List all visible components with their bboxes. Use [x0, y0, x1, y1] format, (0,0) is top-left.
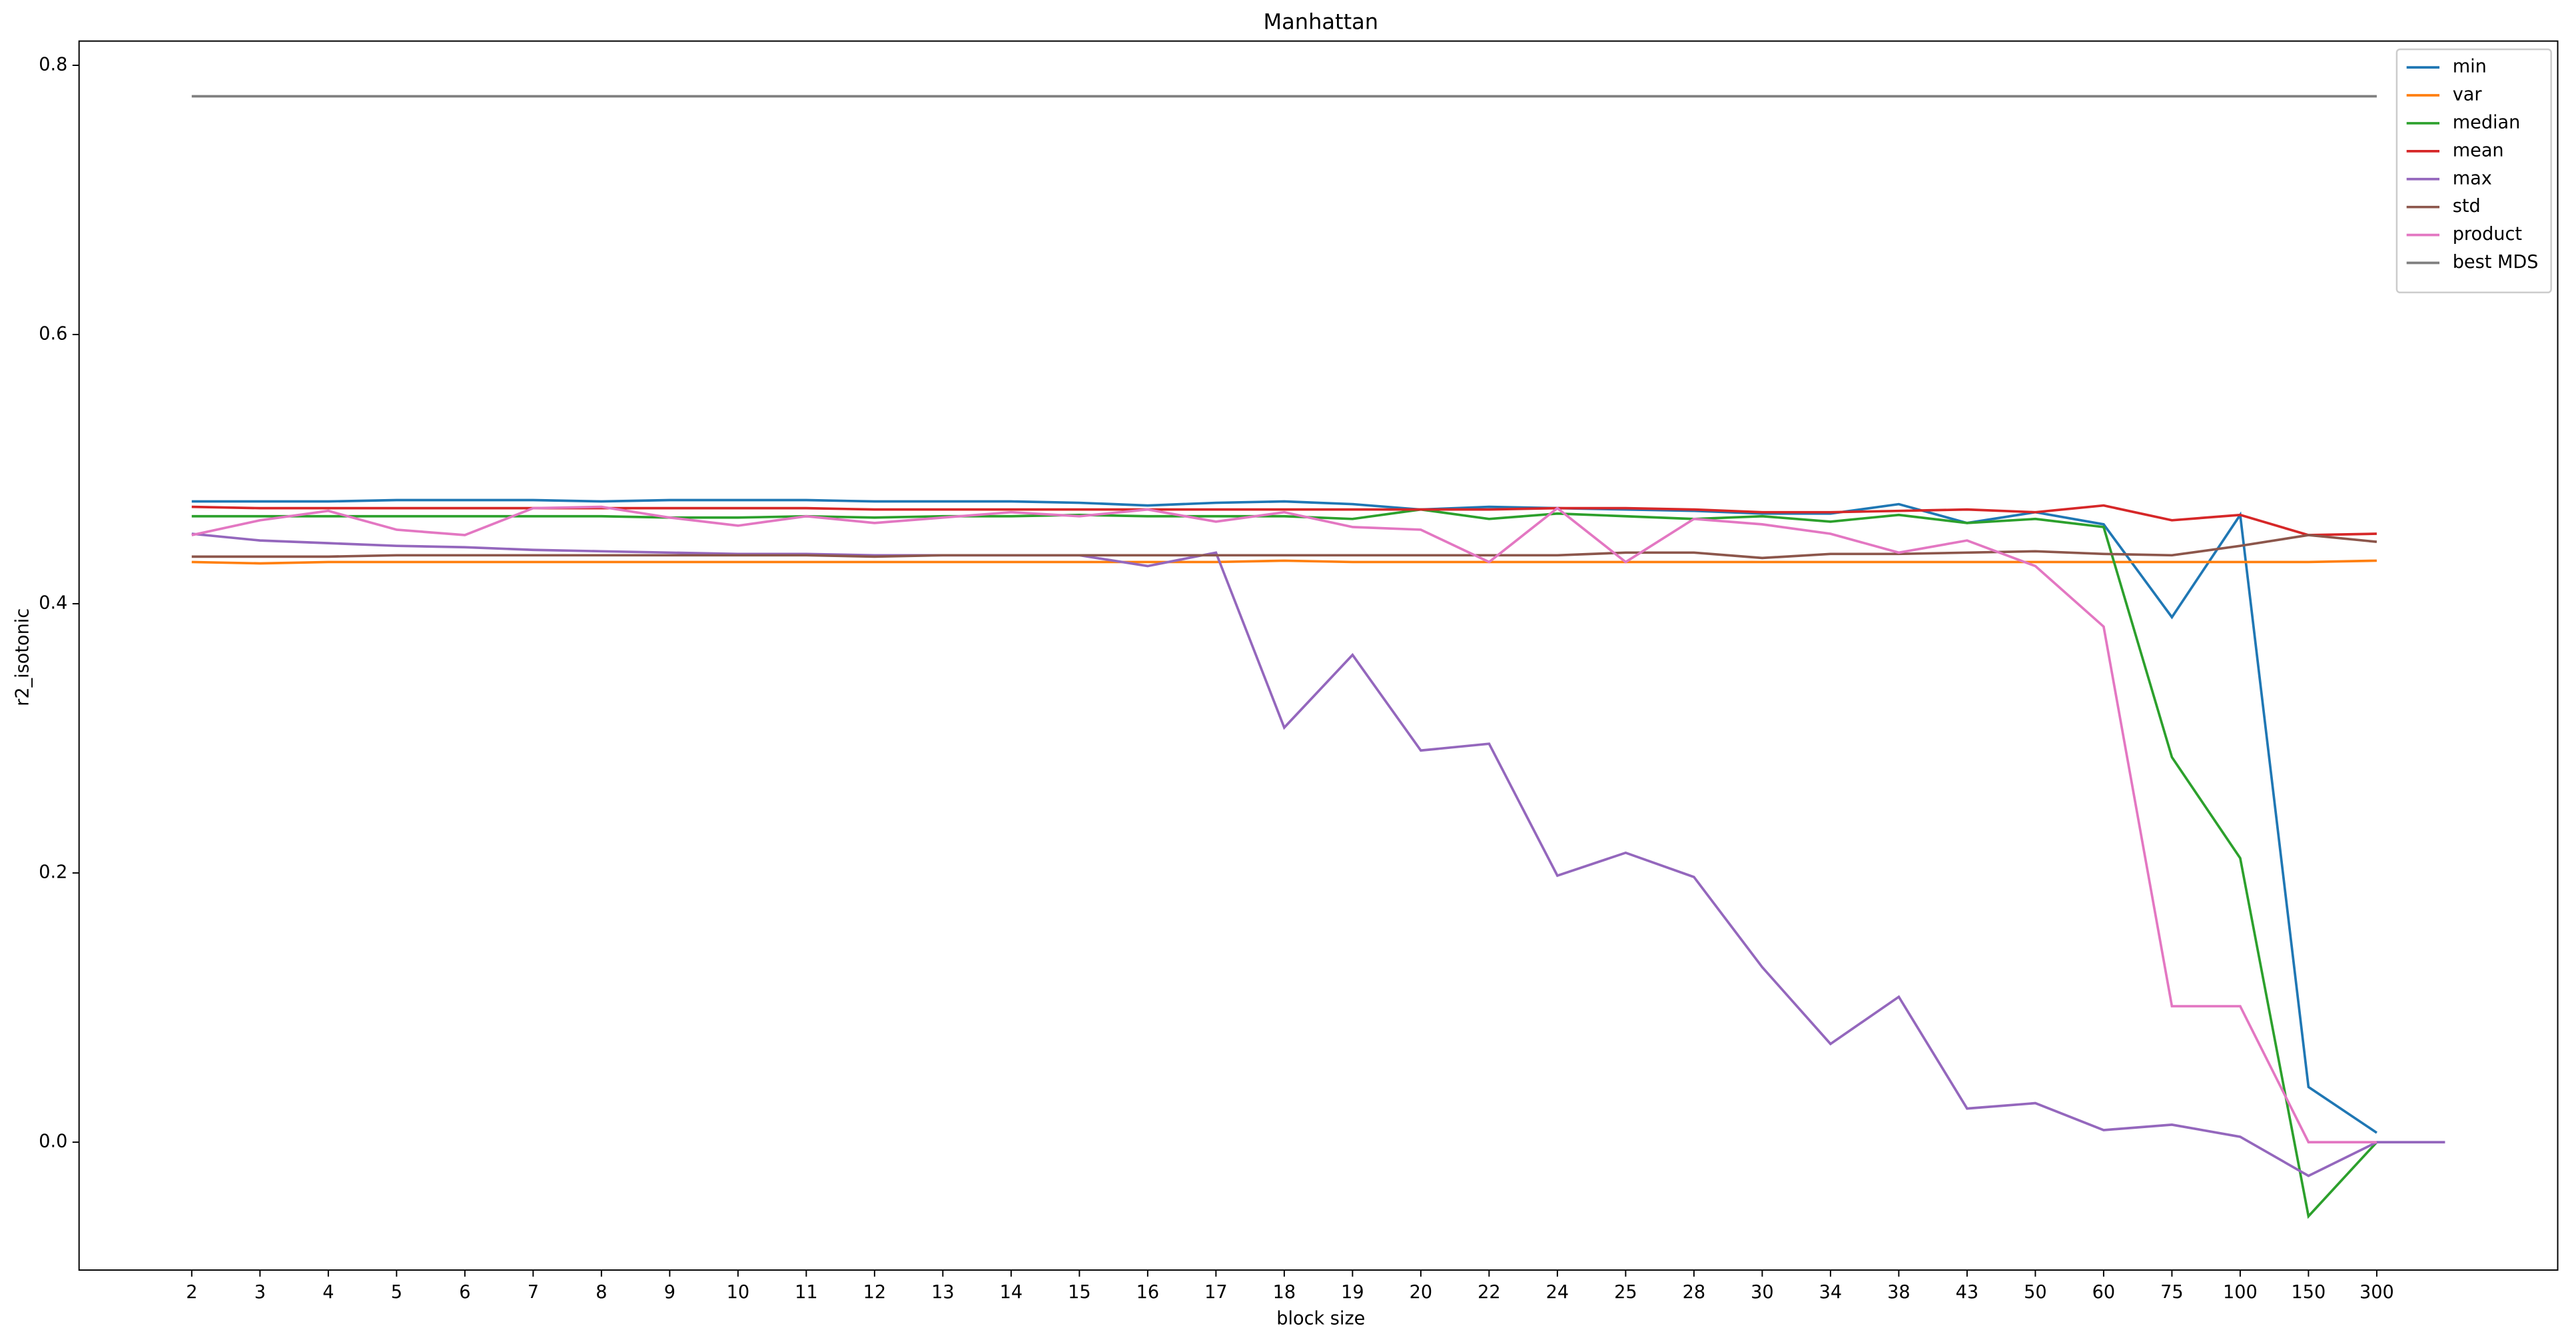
x-tick-label: 18	[1273, 1282, 1296, 1303]
x-tick-label: 60	[2092, 1282, 2116, 1303]
series-line	[191, 534, 2377, 560]
y-tick-label: 0.0	[39, 1131, 67, 1152]
legend-label: median	[2453, 112, 2521, 133]
x-tick-label: 100	[2223, 1282, 2258, 1303]
y-axis-label: r2_isotonic	[12, 608, 33, 706]
x-tick-label: 300	[2360, 1282, 2394, 1303]
x-tick-label: 75	[2160, 1282, 2184, 1303]
legend-label: std	[2453, 196, 2481, 217]
x-tick-label: 14	[1000, 1282, 1023, 1303]
series-line	[191, 498, 2377, 1134]
x-tick-label: 20	[1410, 1282, 1433, 1303]
y-tick-label: 0.6	[39, 324, 67, 344]
x-tick-label: 30	[1751, 1282, 1774, 1303]
x-tick-label: 11	[795, 1282, 818, 1303]
chart-title: Manhattan	[1263, 9, 1378, 35]
x-tick-label: 43	[1956, 1282, 1979, 1303]
series-line	[191, 532, 2445, 1177]
x-tick-label: 5	[391, 1282, 402, 1303]
legend-label: product	[2453, 224, 2522, 245]
y-tick-label: 0.2	[39, 862, 67, 883]
x-tick-label: 7	[528, 1282, 539, 1303]
x-tick-label: 3	[254, 1282, 266, 1303]
x-tick-label: 38	[1887, 1282, 1911, 1303]
x-tick-label: 150	[2292, 1282, 2326, 1303]
x-tick-label: 15	[1068, 1282, 1091, 1303]
plot-frame	[78, 40, 2559, 1271]
x-tick-label: 10	[727, 1282, 750, 1303]
x-tick-label: 25	[1614, 1282, 1637, 1303]
legend-label: mean	[2453, 140, 2504, 161]
legend-box	[2395, 48, 2552, 294]
x-tick-label: 12	[863, 1282, 887, 1303]
x-tick-label: 9	[664, 1282, 675, 1303]
x-tick-label: 34	[1819, 1282, 1843, 1303]
x-tick-label: 6	[459, 1282, 470, 1303]
x-tick-label: 2	[186, 1282, 197, 1303]
x-tick-label: 28	[1683, 1282, 1706, 1303]
x-tick-label: 50	[2024, 1282, 2047, 1303]
x-tick-label: 16	[1136, 1282, 1160, 1303]
legend-label: max	[2453, 168, 2492, 189]
series-line	[191, 559, 2377, 565]
series-line	[191, 508, 2378, 1219]
legend-label: best MDS	[2453, 252, 2539, 273]
series-line	[191, 505, 2377, 1143]
x-tick-label: 13	[931, 1282, 955, 1303]
x-axis-label: block size	[1276, 1309, 1365, 1329]
x-tick-label: 17	[1204, 1282, 1228, 1303]
y-tick-label: 0.4	[39, 593, 67, 614]
x-tick-label: 19	[1341, 1282, 1364, 1303]
x-tick-label: 24	[1546, 1282, 1569, 1303]
x-tick-label: 4	[322, 1282, 334, 1303]
legend-label: var	[2453, 85, 2483, 105]
y-tick-label: 0.8	[39, 55, 67, 75]
legend-label: min	[2453, 57, 2487, 77]
x-tick-label: 22	[1478, 1282, 1501, 1303]
x-tick-label: 8	[596, 1282, 607, 1303]
